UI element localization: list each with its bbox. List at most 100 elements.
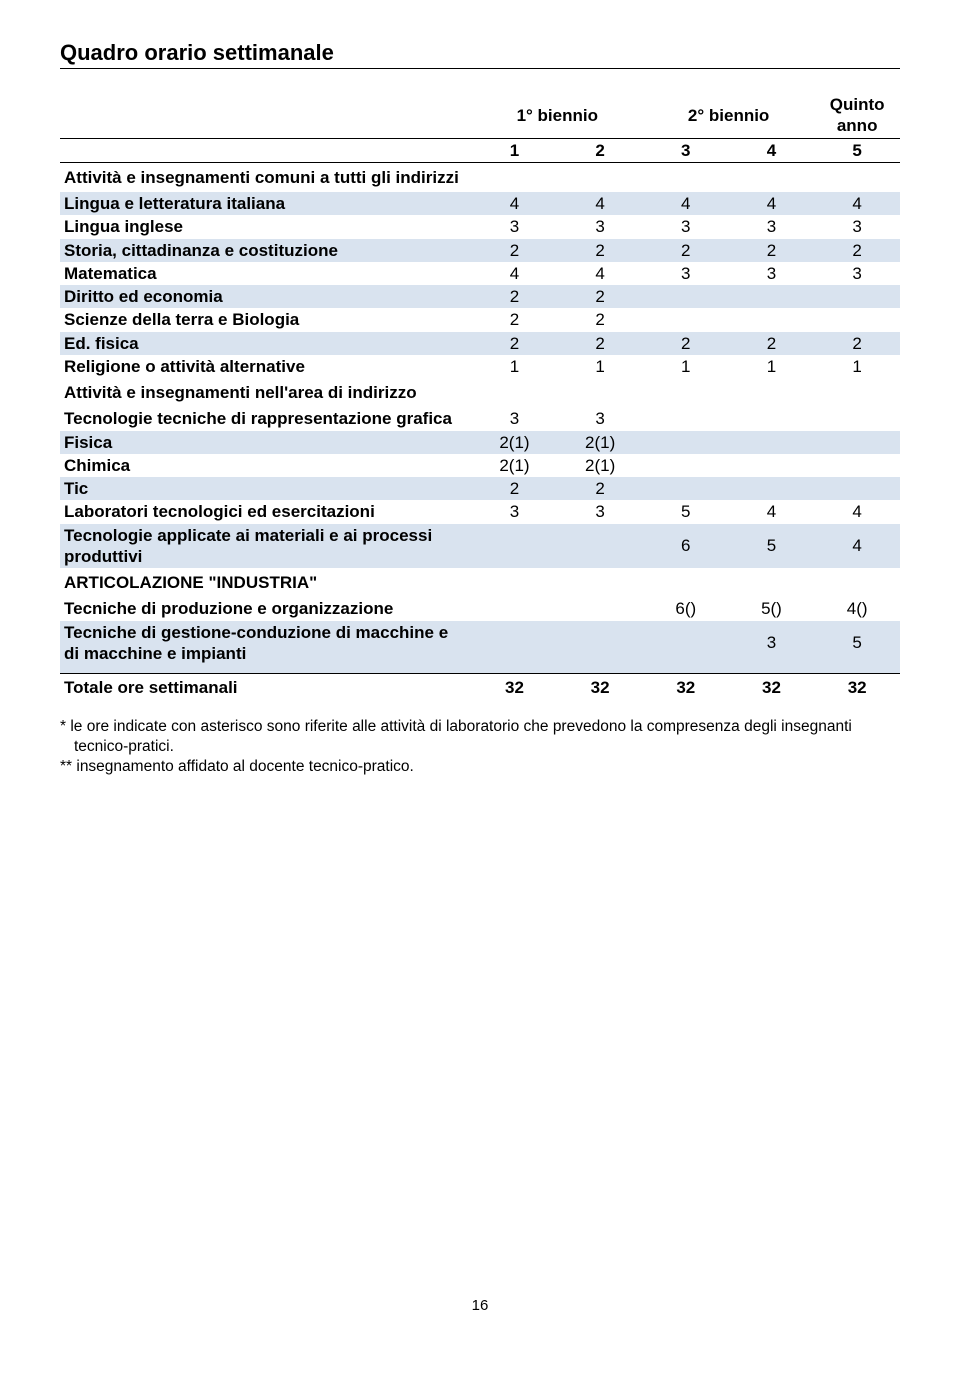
cell-value: 2 — [472, 477, 558, 500]
cell-value: 2 — [814, 239, 900, 262]
cell-value: 5 — [643, 500, 729, 523]
cell-value: 3 — [729, 262, 815, 285]
cell-value — [814, 477, 900, 500]
table-row: Matematica44333 — [60, 262, 900, 285]
cell-value: 3 — [472, 500, 558, 523]
cell-value: 4() — [814, 597, 900, 620]
row-label: Scienze della terra e Biologia — [60, 308, 472, 331]
row-label: Lingua inglese — [60, 215, 472, 238]
cell-value — [643, 454, 729, 477]
table-row: Diritto ed economia22 — [60, 285, 900, 308]
row-label: Lingua e letteratura italiana — [60, 192, 472, 215]
section-common-label: Attività e insegnamenti comuni a tutti g… — [60, 162, 900, 192]
col-year-1: 1 — [472, 138, 558, 162]
cell-value — [814, 407, 900, 430]
cell-value: 4 — [472, 262, 558, 285]
timetable: 1° biennio 2° biennio Quinto anno 1 2 3 … — [60, 93, 900, 699]
cell-value: 3 — [557, 407, 643, 430]
row-label: Tecnologie tecniche di rappresentazione … — [60, 407, 472, 430]
cell-value: 2 — [557, 332, 643, 355]
row-label: Tecnologie applicate ai materiali e ai p… — [60, 524, 472, 569]
row-label: Religione o attività alternative — [60, 355, 472, 378]
cell-value — [729, 431, 815, 454]
cell-value: 2 — [472, 332, 558, 355]
row-label: Ed. fisica — [60, 332, 472, 355]
cell-value: 2 — [729, 332, 815, 355]
cell-value: 4 — [557, 262, 643, 285]
total-label: Totale ore settimanali — [60, 673, 472, 699]
cell-value: 3 — [729, 215, 815, 238]
cell-value: 2 — [557, 308, 643, 331]
cell-value: 5 — [729, 524, 815, 569]
total-v3: 32 — [643, 673, 729, 699]
cell-value — [557, 524, 643, 569]
cell-value — [643, 285, 729, 308]
cell-value — [729, 407, 815, 430]
cell-value: 3 — [729, 621, 815, 666]
page-title: Quadro orario settimanale — [60, 40, 900, 69]
cell-value: 1 — [814, 355, 900, 378]
subhead-row: 1 2 3 4 5 — [60, 138, 900, 162]
cell-value: 3 — [814, 262, 900, 285]
cell-value: 2(1) — [557, 454, 643, 477]
cell-value: 4 — [814, 192, 900, 215]
cell-value — [729, 308, 815, 331]
row-label: Laboratori tecnologici ed esercitazioni — [60, 500, 472, 523]
cell-value — [729, 285, 815, 308]
table-row: Chimica2(1)2(1) — [60, 454, 900, 477]
section-common: Attività e insegnamenti comuni a tutti g… — [60, 162, 900, 192]
table-row: Lingua e letteratura italiana44444 — [60, 192, 900, 215]
cell-value: 3 — [643, 215, 729, 238]
table-row: Scienze della terra e Biologia22 — [60, 308, 900, 331]
table-row: Laboratori tecnologici ed esercitazioni3… — [60, 500, 900, 523]
row-label: Tecniche di gestione-conduzione di macch… — [60, 621, 472, 666]
cell-value: 3 — [643, 262, 729, 285]
cell-value — [814, 308, 900, 331]
cell-value: 2 — [729, 239, 815, 262]
footnotes: * le ore indicate con asterisco sono rif… — [60, 717, 900, 777]
cell-value: 3 — [472, 407, 558, 430]
row-label: Diritto ed economia — [60, 285, 472, 308]
cell-value: 2 — [472, 285, 558, 308]
cell-value — [472, 597, 558, 620]
cell-value: 2(1) — [472, 431, 558, 454]
total-v1: 32 — [472, 673, 558, 699]
col-year-5: 5 — [814, 138, 900, 162]
cell-value — [557, 621, 643, 666]
cell-value — [643, 308, 729, 331]
cell-value — [729, 454, 815, 477]
cell-value — [814, 285, 900, 308]
cell-value — [557, 597, 643, 620]
cell-value: 4 — [814, 524, 900, 569]
cell-value — [643, 621, 729, 666]
table-row: Tecnologie tecniche di rappresentazione … — [60, 407, 900, 430]
table-row: Fisica2(1)2(1) — [60, 431, 900, 454]
cell-value: 1 — [472, 355, 558, 378]
total-v2: 32 — [557, 673, 643, 699]
footnote-2: ** insegnamento affidato al docente tecn… — [60, 757, 900, 777]
cell-value: 1 — [557, 355, 643, 378]
table-row: Lingua inglese33333 — [60, 215, 900, 238]
table-row: Tic22 — [60, 477, 900, 500]
cell-value: 3 — [557, 215, 643, 238]
total-v5: 32 — [814, 673, 900, 699]
row-label: Matematica — [60, 262, 472, 285]
cell-value: 2 — [472, 239, 558, 262]
cell-value: 1 — [729, 355, 815, 378]
cell-value: 4 — [814, 500, 900, 523]
total-v4: 32 — [729, 673, 815, 699]
cell-value: 2 — [557, 477, 643, 500]
cell-value: 2 — [643, 332, 729, 355]
cell-value: 5 — [814, 621, 900, 666]
table-row: Storia, cittadinanza e costituzione22222 — [60, 239, 900, 262]
page-number: 16 — [60, 1297, 900, 1314]
table-row: Tecniche di gestione-conduzione di macch… — [60, 621, 900, 666]
cell-value: 4 — [729, 500, 815, 523]
cell-value: 5() — [729, 597, 815, 620]
table-row: Tecnologie applicate ai materiali e ai p… — [60, 524, 900, 569]
cell-value — [814, 454, 900, 477]
col-year-3: 3 — [643, 138, 729, 162]
row-label: Storia, cittadinanza e costituzione — [60, 239, 472, 262]
cell-value: 3 — [814, 215, 900, 238]
section-industria-label: ARTICOLAZIONE "INDUSTRIA" — [60, 568, 900, 597]
